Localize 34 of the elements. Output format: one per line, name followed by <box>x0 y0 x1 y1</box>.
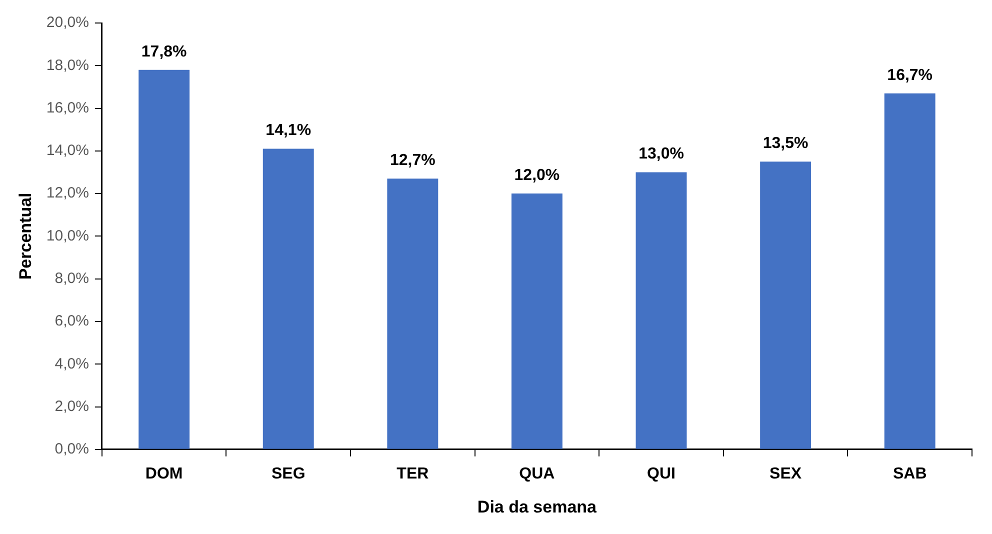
x-tick-label: QUI <box>647 465 676 482</box>
y-tick-label: 12,0% <box>46 184 89 202</box>
y-tick-label: 10,0% <box>46 227 89 244</box>
bar <box>262 148 314 449</box>
x-tick-label: SEG <box>271 465 306 482</box>
data-label: 13,5% <box>762 134 808 152</box>
bar <box>884 93 936 449</box>
y-tick-label: 16,0% <box>46 99 89 116</box>
y-tick-label: 4,0% <box>54 355 89 372</box>
data-label: 14,1% <box>266 122 312 140</box>
y-tick-label: 0,0% <box>54 440 89 458</box>
x-axis-title: Dia da semana <box>477 497 598 516</box>
y-tick-label: 8,0% <box>54 270 89 287</box>
data-label: 12,0% <box>514 166 560 184</box>
bar <box>511 194 562 449</box>
x-tick-label: TER <box>396 465 430 482</box>
y-tick-label: 20,0% <box>46 14 89 32</box>
data-label: 16,7% <box>887 66 933 84</box>
bar <box>138 70 190 449</box>
x-tick-label: QUA <box>519 465 556 482</box>
bar <box>636 172 687 449</box>
data-label: 13,0% <box>638 146 684 163</box>
bar <box>760 162 812 449</box>
x-tick-label: SAB <box>892 465 927 482</box>
y-tick-label: 18,0% <box>46 56 89 74</box>
data-label: 12,7% <box>390 152 436 170</box>
y-tick-label: 14,0% <box>46 142 89 160</box>
bar <box>387 178 438 449</box>
x-tick-label: DOM <box>145 465 183 482</box>
x-tick-label: SEX <box>770 465 802 482</box>
y-tick-label: 2,0% <box>54 398 89 415</box>
y-tick-label: 6,0% <box>54 312 89 330</box>
data-label: 17,8% <box>141 43 187 60</box>
y-axis-title: Percentual <box>16 192 35 280</box>
